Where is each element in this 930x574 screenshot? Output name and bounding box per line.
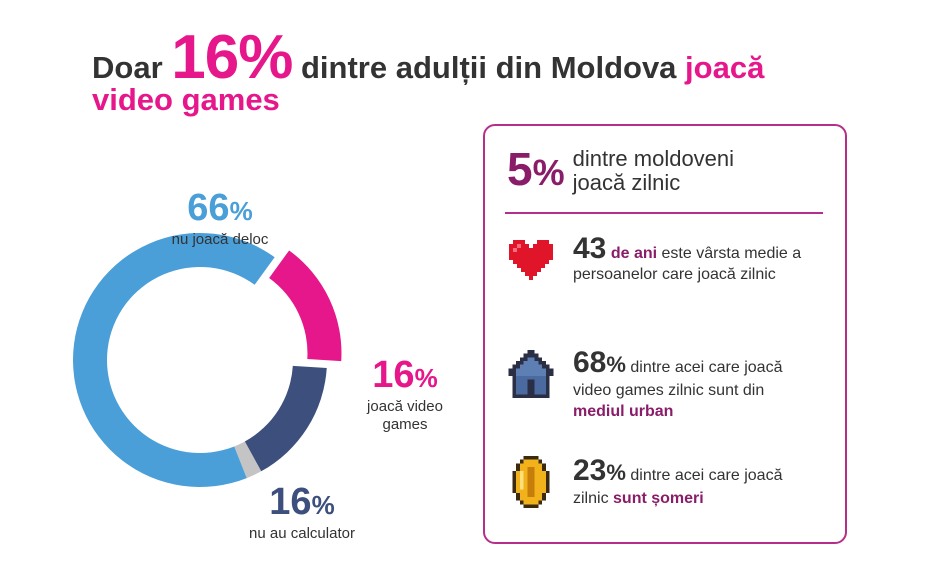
- card-divider: [505, 212, 823, 214]
- headline-big-value: 16%: [171, 23, 293, 92]
- label-not-playing-value: 66%: [187, 187, 253, 229]
- headline-line2: video games: [92, 82, 280, 117]
- card-item-age-text: 43 de ani este vârsta medie a persoanelo…: [573, 232, 802, 284]
- slice-playing: [269, 250, 342, 362]
- page-title: Doar 16% dintre adulții din Moldova joac…: [92, 27, 872, 118]
- label-not-playing-text: nu joacă deloc: [171, 231, 269, 248]
- card-headline-text: dintre moldoveni joacă zilnic: [572, 146, 735, 195]
- label-no-computer: 16% nu au calculator: [222, 482, 382, 543]
- heart-icon: [509, 240, 553, 280]
- card-item-unemployed: 23% dintre acei care joacă zilnic sunt ș…: [505, 456, 813, 509]
- slice-not-playing: [73, 232, 275, 487]
- slice-other: [234, 441, 262, 479]
- card-item-age: 43 de ani este vârsta medie a persoanelo…: [505, 234, 813, 286]
- label-no-computer-text: nu au calculator: [249, 525, 355, 542]
- headline-middle: dintre adulții din Moldova: [292, 50, 686, 85]
- card-headline-value: 5%: [507, 143, 565, 195]
- slice-no-computer: [244, 365, 327, 472]
- card-headline: 5% dintre moldoveni joacă zilnic: [507, 144, 793, 198]
- coin-icon: [512, 456, 550, 508]
- label-playing-text: joacă video games: [367, 398, 443, 433]
- card-item-unemployed-text: 23% dintre acei care joacă zilnic sunt ș…: [573, 454, 783, 508]
- label-playing-value: 16%: [372, 354, 438, 396]
- label-playing: 16% joacă video games: [350, 355, 460, 434]
- label-not-playing: 66% nu joacă deloc: [130, 188, 310, 249]
- house-icon: [508, 349, 554, 399]
- card-item-urban: 68% dintre acei care joacă video games z…: [505, 348, 813, 422]
- card-item-urban-text: 68% dintre acei care joacă video games z…: [573, 346, 783, 421]
- headline-highlight: joacă: [685, 50, 765, 85]
- headline-prefix: Doar: [92, 50, 163, 85]
- label-no-computer-value: 16%: [269, 481, 335, 523]
- daily-players-card: 5% dintre moldoveni joacă zilnic 43 de a…: [483, 124, 847, 544]
